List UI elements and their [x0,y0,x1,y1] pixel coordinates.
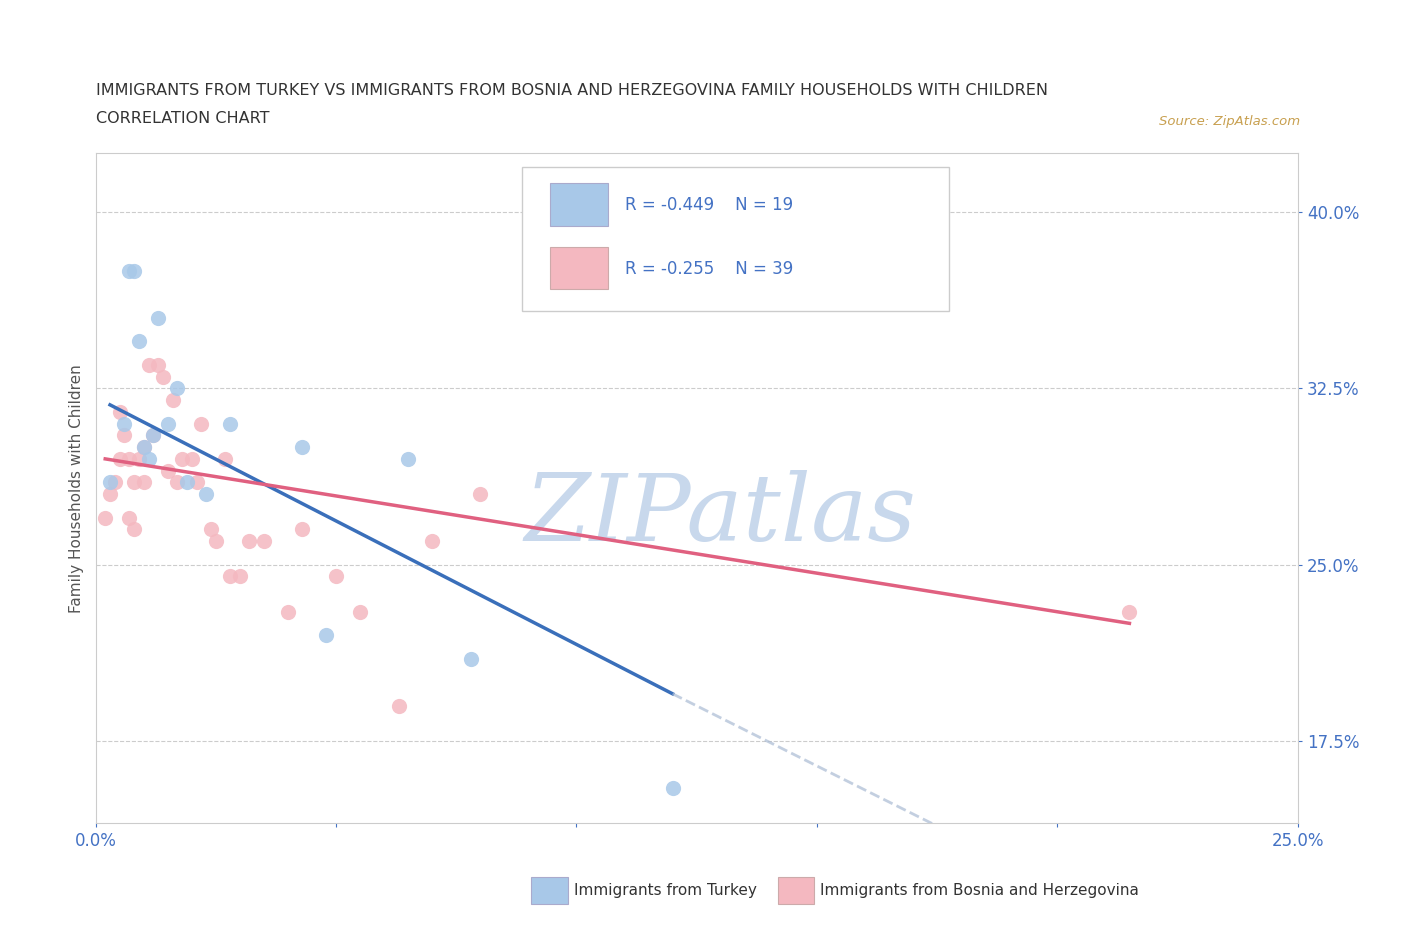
FancyBboxPatch shape [550,183,607,226]
Point [118,451,141,466]
Point [132,440,155,455]
Text: IMMIGRANTS FROM TURKEY VS IMMIGRANTS FROM BOSNIA AND HERZEGOVINA FAMILY HOUSEHOL: IMMIGRANTS FROM TURKEY VS IMMIGRANTS FRO… [96,83,1047,98]
Point [219,569,242,584]
Point [190,417,212,432]
Point [229,569,252,584]
Point [142,428,165,443]
Point [166,475,188,490]
Point [176,475,198,490]
Point [200,522,222,537]
Point [118,263,141,278]
Point [128,334,150,349]
Point [1118,604,1140,619]
Point [166,381,188,396]
Point [277,604,299,619]
Point [98,486,121,501]
Text: Source: ZipAtlas.com: Source: ZipAtlas.com [1160,115,1301,128]
Point [94,511,117,525]
Point [238,534,260,549]
Point [108,405,131,419]
Point [156,417,179,432]
Point [122,522,145,537]
Text: R = -0.449    N = 19: R = -0.449 N = 19 [624,196,793,214]
Point [114,417,136,432]
Point [253,534,276,549]
Point [291,522,314,537]
Point [152,369,174,384]
Point [349,604,371,619]
Point [138,357,160,372]
Point [122,475,145,490]
Point [122,263,145,278]
Point [460,651,482,666]
Point [132,440,155,455]
Point [180,451,202,466]
Text: ZIPatlas: ZIPatlas [524,470,917,560]
Point [104,475,127,490]
Point [172,451,194,466]
Point [214,451,236,466]
Point [661,780,683,795]
Point [195,486,218,501]
Point [142,428,165,443]
FancyBboxPatch shape [550,247,607,289]
Point [387,698,409,713]
Text: R = -0.255    N = 39: R = -0.255 N = 39 [624,259,793,278]
Text: CORRELATION CHART: CORRELATION CHART [96,111,269,126]
Point [108,451,131,466]
Point [420,534,443,549]
Point [396,451,419,466]
Text: Immigrants from Turkey: Immigrants from Turkey [574,883,756,897]
Text: Immigrants from Bosnia and Herzegovina: Immigrants from Bosnia and Herzegovina [820,883,1139,897]
Point [138,451,160,466]
Point [118,511,141,525]
Point [146,311,169,325]
Y-axis label: Family Households with Children: Family Households with Children [69,364,84,613]
Point [470,486,492,501]
Point [291,440,314,455]
Point [205,534,228,549]
FancyBboxPatch shape [523,166,949,311]
Point [128,451,150,466]
Point [98,475,121,490]
Point [162,392,184,407]
Point [114,428,136,443]
Point [132,475,155,490]
Point [315,628,337,643]
Point [156,463,179,478]
Point [325,569,347,584]
Point [146,357,169,372]
Point [186,475,208,490]
Point [219,417,242,432]
